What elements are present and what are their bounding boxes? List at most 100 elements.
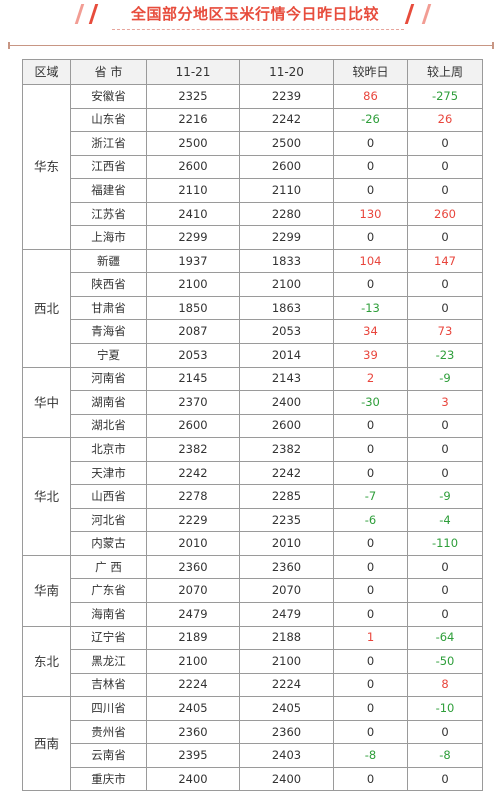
change-vs-last-week-cell: -8 xyxy=(407,743,483,768)
price-1120-cell: 2600 xyxy=(239,154,334,180)
price-1120-cell: 2242 xyxy=(239,460,334,486)
table-row: 华中 河南省 2145 2143 2 -9 xyxy=(22,366,483,439)
price-1121-cell: 2100 xyxy=(146,649,240,674)
change-vs-last-week-cell: 0 xyxy=(407,413,483,439)
change-vs-last-week-cell: 0 xyxy=(407,766,483,792)
price-1121-cell: 2382 xyxy=(146,437,240,462)
province-cell: 天津市 xyxy=(70,460,147,486)
column-header-vs-yesterday: 较昨日 xyxy=(333,59,408,85)
table-row: 华南广 西 2360 2360 0 0 xyxy=(22,554,483,627)
region-cell: 华南 xyxy=(22,554,71,627)
change-vs-yesterday-cell: 0 xyxy=(333,460,408,486)
decorative-slash xyxy=(404,4,415,24)
price-1121-cell: 2110 xyxy=(146,178,240,203)
decorative-slash xyxy=(88,4,99,24)
price-1120-cell: 2224 xyxy=(239,672,334,698)
change-vs-yesterday-cell: 0 xyxy=(333,719,408,745)
price-1120-cell: 2235 xyxy=(239,507,334,533)
price-1120-cell: 2100 xyxy=(239,649,334,674)
region-cell: 华东 xyxy=(22,84,71,250)
price-1121-cell: 2100 xyxy=(146,272,240,297)
column-header-region: 区域 xyxy=(22,59,71,85)
change-vs-last-week-cell: 3 xyxy=(407,390,483,415)
province-cell: 辽宁省 xyxy=(70,625,147,651)
province-cell: 海南省 xyxy=(70,602,147,627)
price-1120-cell: 2280 xyxy=(239,201,334,227)
change-vs-yesterday-cell: 0 xyxy=(333,672,408,698)
table-row: 江苏省 2410 2280 130 260 xyxy=(23,201,483,227)
change-vs-yesterday-cell: 0 xyxy=(333,272,408,297)
change-vs-yesterday-cell: -6 xyxy=(333,507,408,533)
title-underline xyxy=(112,29,404,30)
province-cell: 青海省 xyxy=(70,319,147,345)
province-cell: 新疆 xyxy=(70,248,147,274)
change-vs-last-week-cell: 0 xyxy=(407,437,483,462)
price-1120-cell: 2242 xyxy=(239,107,334,133)
change-vs-yesterday-cell: 0 xyxy=(333,131,408,156)
price-1120-cell: 2400 xyxy=(239,390,334,415)
change-vs-last-week-cell: 147 xyxy=(407,248,483,274)
province-cell: 宁夏 xyxy=(70,343,147,368)
price-1121-cell: 2229 xyxy=(146,507,240,533)
province-cell: 北京市 xyxy=(70,437,147,462)
table-row: 江西省 2600 2600 0 0 xyxy=(23,154,483,180)
province-cell: 山东省 xyxy=(70,107,147,133)
change-vs-yesterday-cell: 0 xyxy=(333,578,408,604)
table-row: 华东 安徽省 2325 2239 86 -275 xyxy=(22,84,483,250)
province-cell: 广东省 xyxy=(70,578,147,604)
region-cell: 西南 xyxy=(22,696,71,792)
price-1121-cell: 2500 xyxy=(146,131,240,156)
province-cell: 江苏省 xyxy=(70,201,147,227)
change-vs-yesterday-cell: 34 xyxy=(333,319,408,345)
price-1120-cell: 2479 xyxy=(239,602,334,627)
change-vs-last-week-cell: -50 xyxy=(407,649,483,674)
price-1120-cell: 2405 xyxy=(239,696,334,721)
province-cell: 湖南省 xyxy=(70,390,147,415)
change-vs-last-week-cell: 0 xyxy=(407,460,483,486)
change-vs-last-week-cell: 0 xyxy=(407,602,483,627)
change-vs-last-week-cell: 0 xyxy=(407,272,483,297)
decorative-slash xyxy=(74,4,85,24)
change-vs-yesterday-cell: 0 xyxy=(333,766,408,792)
price-1120-cell: 1863 xyxy=(239,295,334,321)
decorative-slash xyxy=(421,4,432,24)
table-row: 云南省 2395 2403 -8 -8 xyxy=(23,743,483,768)
table-row: 内蒙古 2010 2010 0 -110 xyxy=(23,531,483,556)
change-vs-yesterday-cell: 86 xyxy=(333,84,408,109)
province-cell: 黑龙江 xyxy=(70,649,147,674)
price-1120-cell: 2299 xyxy=(239,225,334,250)
change-vs-last-week-cell: 0 xyxy=(407,554,483,580)
change-vs-last-week-cell: 0 xyxy=(407,154,483,180)
region-cell: 华北 xyxy=(22,437,71,556)
change-vs-last-week-cell: -10 xyxy=(407,696,483,721)
change-vs-yesterday-cell: -8 xyxy=(333,743,408,768)
province-cell: 甘肃省 xyxy=(70,295,147,321)
change-vs-last-week-cell: 0 xyxy=(407,225,483,250)
change-vs-yesterday-cell: 130 xyxy=(333,201,408,227)
province-cell: 福建省 xyxy=(70,178,147,203)
change-vs-last-week-cell: 26 xyxy=(407,107,483,133)
change-vs-yesterday-cell: 0 xyxy=(333,554,408,580)
province-cell: 广 西 xyxy=(70,554,147,580)
table-row: 西北 新疆 1937 1833 104 147 xyxy=(22,248,483,368)
price-1121-cell: 2070 xyxy=(146,578,240,604)
table-row: 贵州省 2360 2360 0 0 xyxy=(23,719,483,745)
price-1121-cell: 2145 xyxy=(146,366,240,392)
price-1120-cell: 2600 xyxy=(239,413,334,439)
table-row: 湖北省 2600 2600 0 0 xyxy=(23,413,483,439)
change-vs-last-week-cell: 0 xyxy=(407,131,483,156)
price-comparison-table: 区域 省 市 11-21 11-20 较昨日 较上周 华东 安徽省 2325 2239… xyxy=(22,59,483,792)
change-vs-last-week-cell: -64 xyxy=(407,625,483,651)
price-1120-cell: 2403 xyxy=(239,743,334,768)
province-cell: 浙江省 xyxy=(70,131,147,156)
column-header-vs-last-week: 较上周 xyxy=(407,59,483,85)
change-vs-last-week-cell: 260 xyxy=(407,201,483,227)
price-1121-cell: 2360 xyxy=(146,554,240,580)
province-cell: 上海市 xyxy=(70,225,147,250)
price-1120-cell: 2360 xyxy=(239,719,334,745)
table-row: 甘肃省 1850 1863 -13 0 xyxy=(23,295,483,321)
price-1121-cell: 2325 xyxy=(146,84,240,109)
change-vs-last-week-cell: -275 xyxy=(407,84,483,109)
price-1121-cell: 2010 xyxy=(146,531,240,556)
table-row: 重庆市 2400 2400 0 0 xyxy=(23,766,483,792)
